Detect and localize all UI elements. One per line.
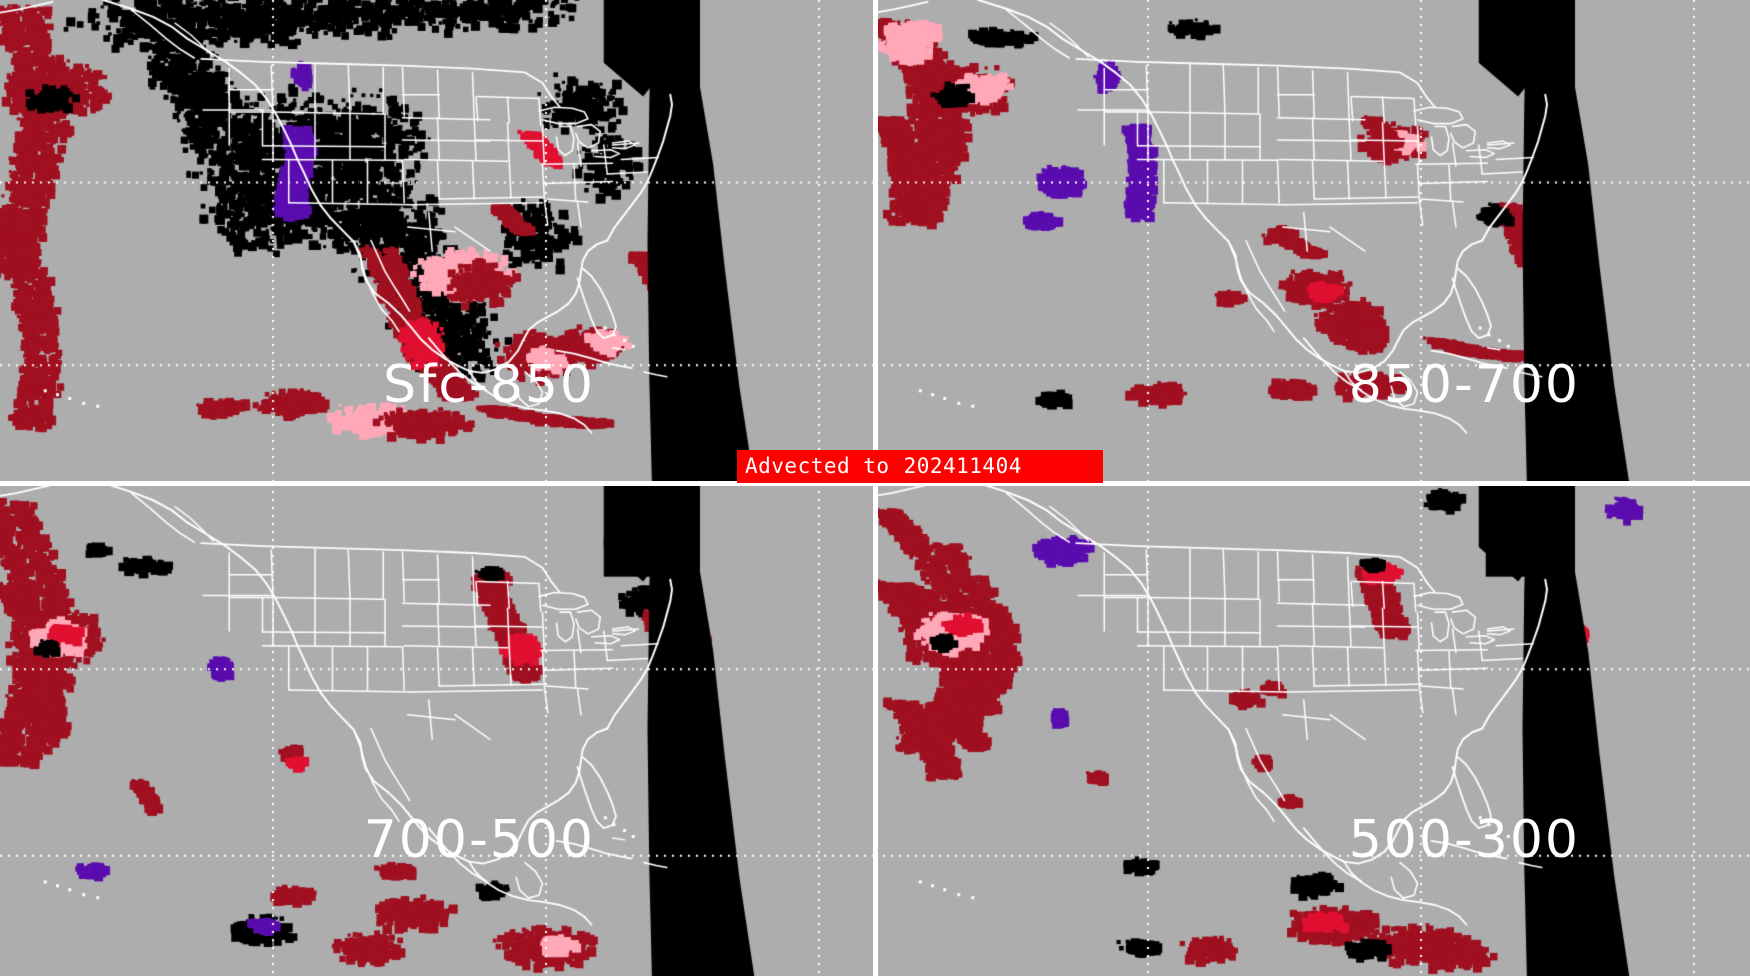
advected-banner-label: Advected to [745, 454, 890, 478]
panel-divider-horizontal [0, 481, 1750, 486]
panel-700-500[interactable]: 700-500 [0, 483, 875, 976]
map-canvas-700-500 [0, 483, 875, 976]
map-canvas-500-300 [875, 483, 1750, 976]
advected-banner-timestamp: 202411404 [903, 454, 1022, 478]
panel-850-700[interactable]: 850-700 [875, 0, 1750, 483]
map-canvas-850-700 [875, 0, 1750, 483]
panel-500-300[interactable]: 500-300 [875, 483, 1750, 976]
map-canvas-sfc-850 [0, 0, 875, 483]
advected-banner: Advected to 202411404 [737, 450, 1103, 483]
panel-sfc-850[interactable]: Sfc-850 [0, 0, 875, 483]
panel-divider-vertical [873, 0, 878, 976]
